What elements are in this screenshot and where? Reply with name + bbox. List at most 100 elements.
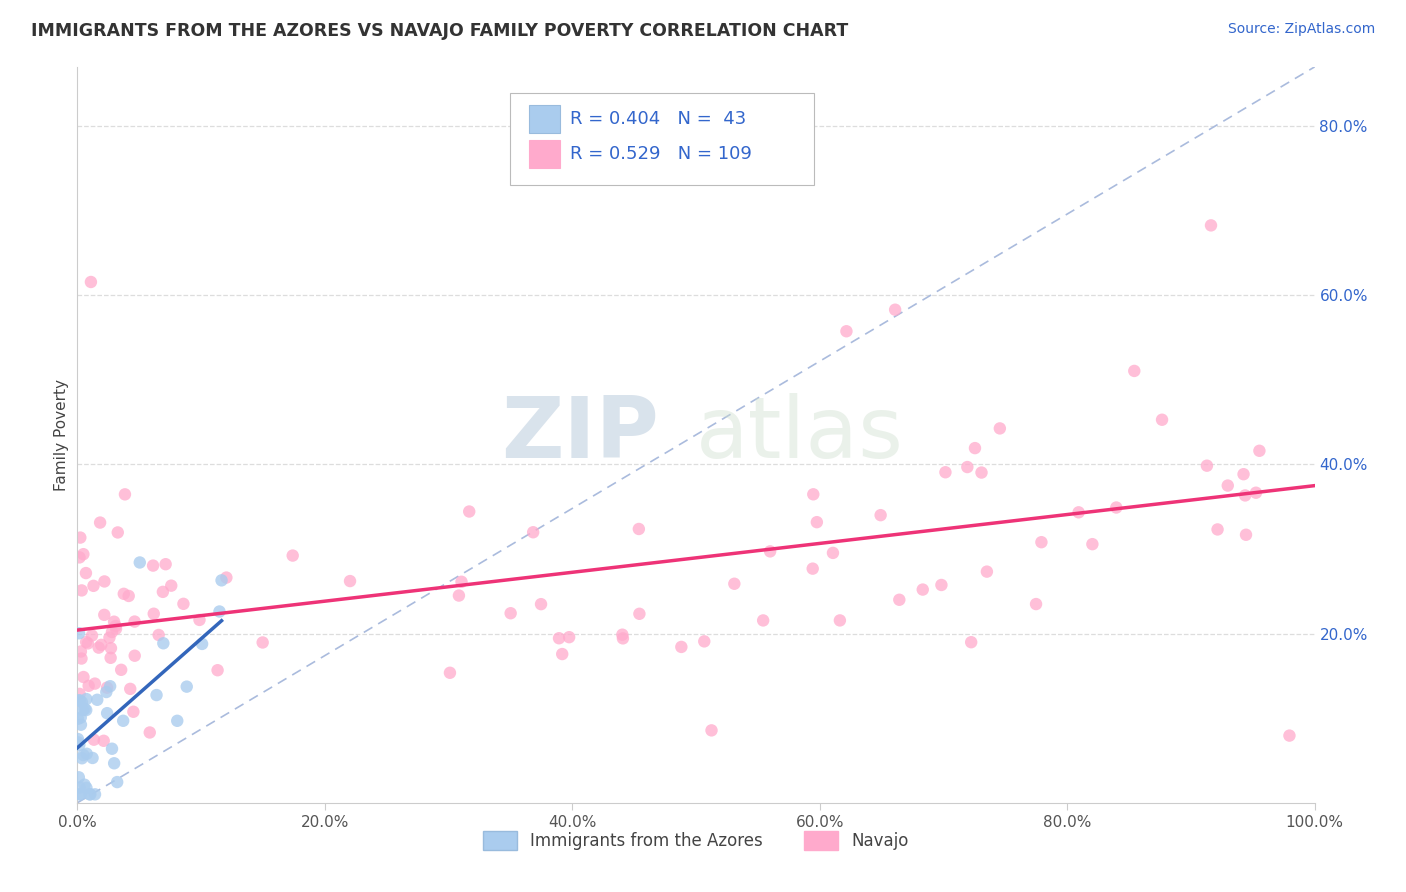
Text: atlas: atlas	[696, 393, 904, 476]
Point	[339, 574, 361, 588]
Point	[118, 589, 141, 603]
Point	[79, 788, 101, 802]
Point	[155, 558, 177, 572]
Point	[93, 574, 115, 589]
Point	[75, 635, 97, 649]
Point	[139, 725, 162, 739]
Point	[628, 607, 651, 621]
FancyBboxPatch shape	[529, 140, 560, 168]
Point	[70, 583, 93, 598]
Point	[104, 619, 127, 633]
Point	[806, 515, 828, 529]
Y-axis label: Family Poverty: Family Poverty	[53, 379, 69, 491]
Point	[75, 780, 97, 795]
Point	[67, 626, 90, 640]
Point	[759, 544, 782, 558]
FancyBboxPatch shape	[510, 93, 814, 185]
Point	[128, 556, 150, 570]
Point	[122, 705, 145, 719]
Point	[84, 788, 107, 802]
Point	[110, 663, 132, 677]
Point	[75, 703, 97, 717]
Point	[89, 516, 111, 530]
Point	[93, 733, 115, 747]
Text: ZIP: ZIP	[501, 393, 659, 476]
Point	[211, 574, 233, 588]
Point	[1232, 467, 1254, 482]
Point	[75, 566, 97, 580]
Point	[208, 605, 231, 619]
Point	[963, 441, 986, 455]
Point	[72, 547, 94, 561]
Point	[69, 531, 91, 545]
Point	[960, 635, 983, 649]
Point	[970, 466, 993, 480]
Point	[80, 275, 103, 289]
Point	[548, 632, 571, 646]
Text: IMMIGRANTS FROM THE AZORES VS NAVAJO FAMILY POVERTY CORRELATION CHART: IMMIGRANTS FROM THE AZORES VS NAVAJO FAM…	[31, 22, 848, 40]
Point	[67, 693, 90, 707]
FancyBboxPatch shape	[529, 105, 560, 133]
Point	[956, 460, 979, 475]
Point	[152, 636, 174, 650]
Point	[73, 778, 96, 792]
Point	[801, 561, 824, 575]
Point	[82, 579, 104, 593]
Point	[70, 644, 93, 658]
Point	[142, 558, 165, 573]
Legend: Immigrants from the Azores, Navajo: Immigrants from the Azores, Navajo	[477, 824, 915, 857]
Point	[1244, 485, 1267, 500]
Point	[77, 679, 100, 693]
Point	[103, 615, 125, 629]
Point	[83, 732, 105, 747]
Point	[98, 631, 121, 645]
Point	[100, 650, 122, 665]
Point	[67, 738, 90, 752]
Point	[1199, 219, 1222, 233]
Point	[612, 632, 634, 646]
Point	[835, 324, 858, 338]
Point	[148, 628, 170, 642]
Point	[80, 629, 103, 643]
Point	[911, 582, 934, 597]
Point	[530, 597, 553, 611]
Point	[96, 685, 118, 699]
Point	[215, 571, 238, 585]
Point	[458, 504, 481, 518]
Point	[77, 636, 100, 650]
Point	[72, 670, 94, 684]
Point	[66, 732, 89, 747]
Point	[114, 487, 136, 501]
Text: Source: ZipAtlas.com: Source: ZipAtlas.com	[1227, 22, 1375, 37]
Point	[1206, 523, 1229, 537]
Point	[105, 622, 128, 636]
Point	[612, 628, 634, 642]
Point	[1025, 597, 1047, 611]
Point	[98, 679, 121, 693]
Point	[79, 788, 101, 802]
Point	[82, 751, 104, 765]
Point	[69, 710, 91, 724]
Point	[1031, 535, 1053, 549]
Point	[1123, 364, 1146, 378]
Point	[988, 421, 1011, 435]
Point	[889, 592, 911, 607]
Point	[83, 676, 105, 690]
Point	[869, 508, 891, 523]
Point	[96, 681, 118, 695]
Point	[72, 747, 94, 762]
Point	[558, 630, 581, 644]
Point	[252, 635, 274, 649]
Point	[176, 680, 198, 694]
Point	[1234, 488, 1257, 502]
Point	[69, 788, 91, 802]
Point	[120, 681, 142, 696]
Point	[96, 706, 118, 721]
Point	[67, 770, 90, 784]
Point	[447, 589, 470, 603]
Point	[522, 525, 544, 540]
Point	[70, 695, 93, 709]
Point	[1216, 478, 1239, 492]
Point	[70, 651, 93, 665]
Point	[884, 302, 907, 317]
